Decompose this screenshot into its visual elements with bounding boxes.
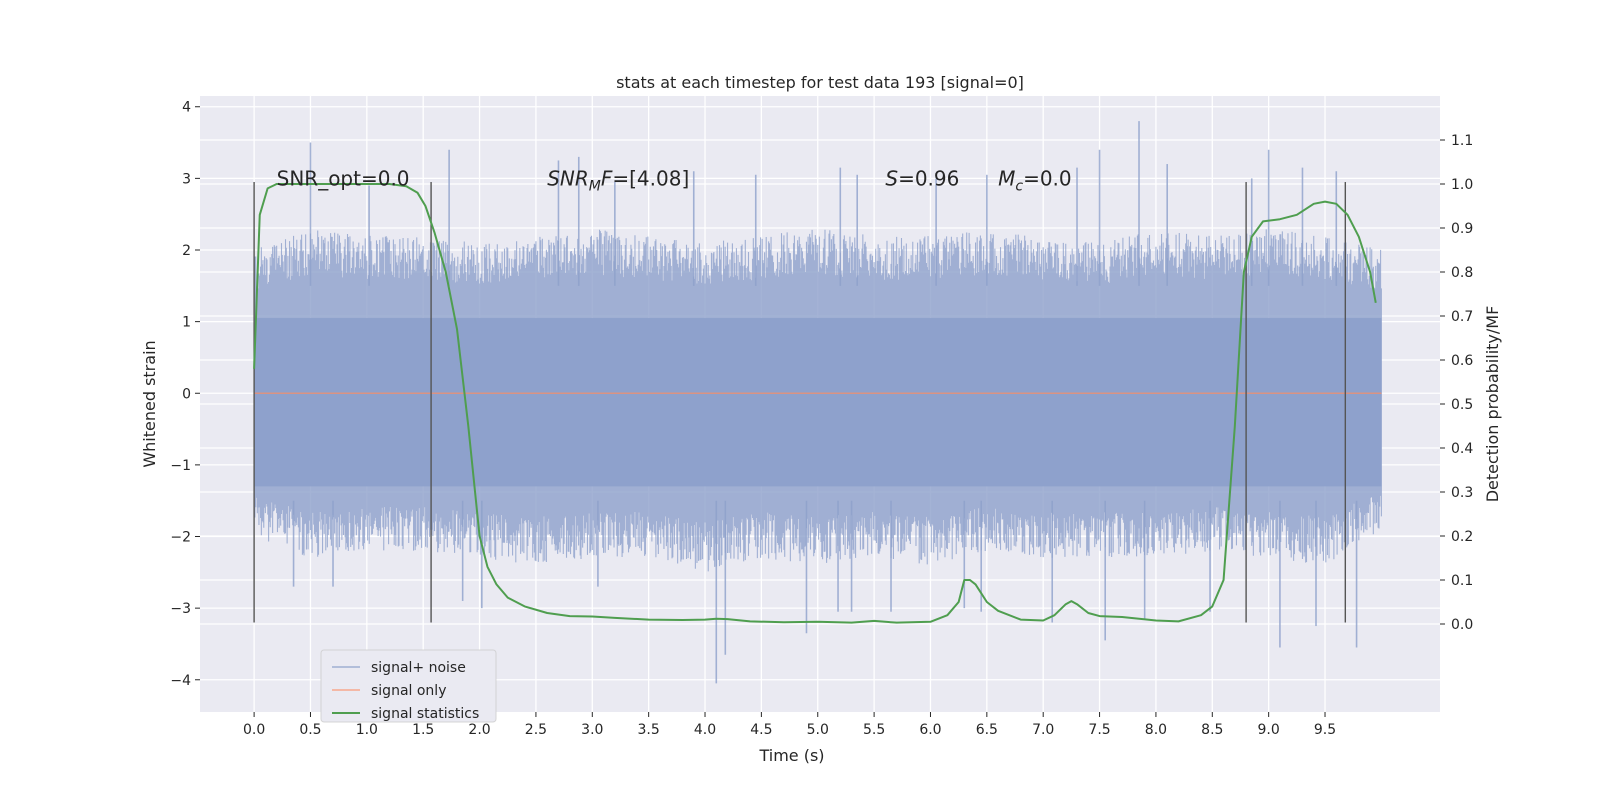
annotation-italic: M [998, 166, 1015, 190]
y2-tick-label: 0.0 [1451, 617, 1473, 633]
legend-label: signal+ noise [371, 660, 466, 676]
annotation-subscript: c [1015, 178, 1023, 194]
x-tick-label: 3.5 [638, 722, 660, 738]
x-tick-label: 1.5 [412, 722, 434, 738]
annotation-subscript: M [589, 178, 601, 194]
annotation-text: SNR_opt=0.0 [277, 166, 410, 190]
y-tick-label: 4 [182, 100, 191, 116]
y2-tick-label: 0.9 [1451, 221, 1473, 237]
y2-tick-label: 0.1 [1451, 573, 1473, 589]
signal-noise-core [254, 318, 1382, 487]
y2-tick-label: 1.1 [1451, 133, 1473, 149]
annotation-italic: SNR [547, 166, 589, 190]
annotations: SNR_opt=0.0 SNRMF=[4.08] S=0.96 Mc=0.0 [277, 166, 1072, 194]
y-axis-label: Whitened strain [140, 340, 159, 467]
y-tick-label: 2 [182, 243, 191, 259]
annotation-value: =0.0 [1023, 166, 1072, 190]
x-tick-label: 6.0 [919, 722, 941, 738]
x-tick-label: 6.5 [976, 722, 998, 738]
y-tick-label: −2 [170, 530, 191, 546]
y-tick-label: 3 [182, 171, 191, 187]
y2-tick-label: 0.4 [1451, 441, 1473, 457]
legend-label: signal only [371, 683, 446, 699]
x-tick-label: 0.5 [299, 722, 321, 738]
x-tick-label: 9.0 [1258, 722, 1280, 738]
vertical-markers [253, 181, 1347, 623]
x-tick-label: 7.5 [1088, 722, 1110, 738]
y-tick-label: −4 [170, 673, 191, 689]
annotation-text: Mc=0.0 [998, 166, 1072, 194]
x-tick-label: 2.0 [468, 722, 490, 738]
x-tick-label: 8.5 [1201, 722, 1223, 738]
annotation-value: =0.96 [898, 166, 959, 190]
x-tick-label: 7.0 [1032, 722, 1054, 738]
x-tick-label: 9.5 [1314, 722, 1336, 738]
annotation-text: S=0.96 [885, 166, 959, 190]
y-axis-right: 1.1 1.0 0.9 0.8 0.7 0.6 0.5 0.4 0.3 0.2 0.1 0.0 [1440, 133, 1473, 633]
x-tick-label: 4.5 [750, 722, 772, 738]
x-tick-label: 0.0 [243, 722, 265, 738]
y-tick-label: 1 [182, 315, 191, 331]
chart-title: stats at each timestep for test data 193… [616, 73, 1024, 92]
legend-label: signal statistics [371, 706, 479, 722]
y2-tick-label: 0.8 [1451, 265, 1473, 281]
x-tick-label: 5.0 [807, 722, 829, 738]
signal-noise-series [253, 121, 1382, 684]
y2-tick-label: 0.7 [1451, 309, 1473, 325]
x-tick-label: 1.0 [356, 722, 378, 738]
y2-tick-label: 1.0 [1451, 177, 1473, 193]
y-tick-label: 0 [182, 386, 191, 402]
legend: signal+ noise signal only signal statistic… [320, 649, 497, 723]
y2-tick-label: 0.2 [1451, 529, 1473, 545]
signal-statistics-series [253, 183, 1377, 624]
x-axis-label: Time (s) [758, 746, 824, 765]
legend-box [320, 649, 497, 723]
signal-statistics-line [253, 183, 1377, 624]
x-tick-label: 2.5 [525, 722, 547, 738]
y2-axis-label: Detection probability/MF [1483, 306, 1502, 503]
y2-tick-label: 0.3 [1451, 485, 1473, 501]
x-tick-label: 8.0 [1145, 722, 1167, 738]
annotation-italic: F [601, 166, 613, 190]
x-tick-label: 5.5 [863, 722, 885, 738]
annotation-value: =[4.08] [612, 166, 689, 190]
annotation-italic: S [885, 166, 898, 190]
x-tick-label: 4.0 [694, 722, 716, 738]
y-tick-label: −3 [170, 601, 191, 617]
x-axis: 0.0 0.5 1.0 1.5 2.0 2.5 3.0 3.5 4.0 4.5 5.0 5.5 6.0 6… [243, 712, 1336, 738]
y2-tick-label: 0.5 [1451, 397, 1473, 413]
y-tick-label: −1 [170, 458, 191, 474]
x-tick-label: 3.0 [581, 722, 603, 738]
y2-tick-label: 0.6 [1451, 353, 1473, 369]
y-axis-left: 4 3 2 1 0 −1 −2 −3 −4 [170, 100, 200, 689]
annotation-text: SNRMF=[4.08] [547, 166, 689, 194]
